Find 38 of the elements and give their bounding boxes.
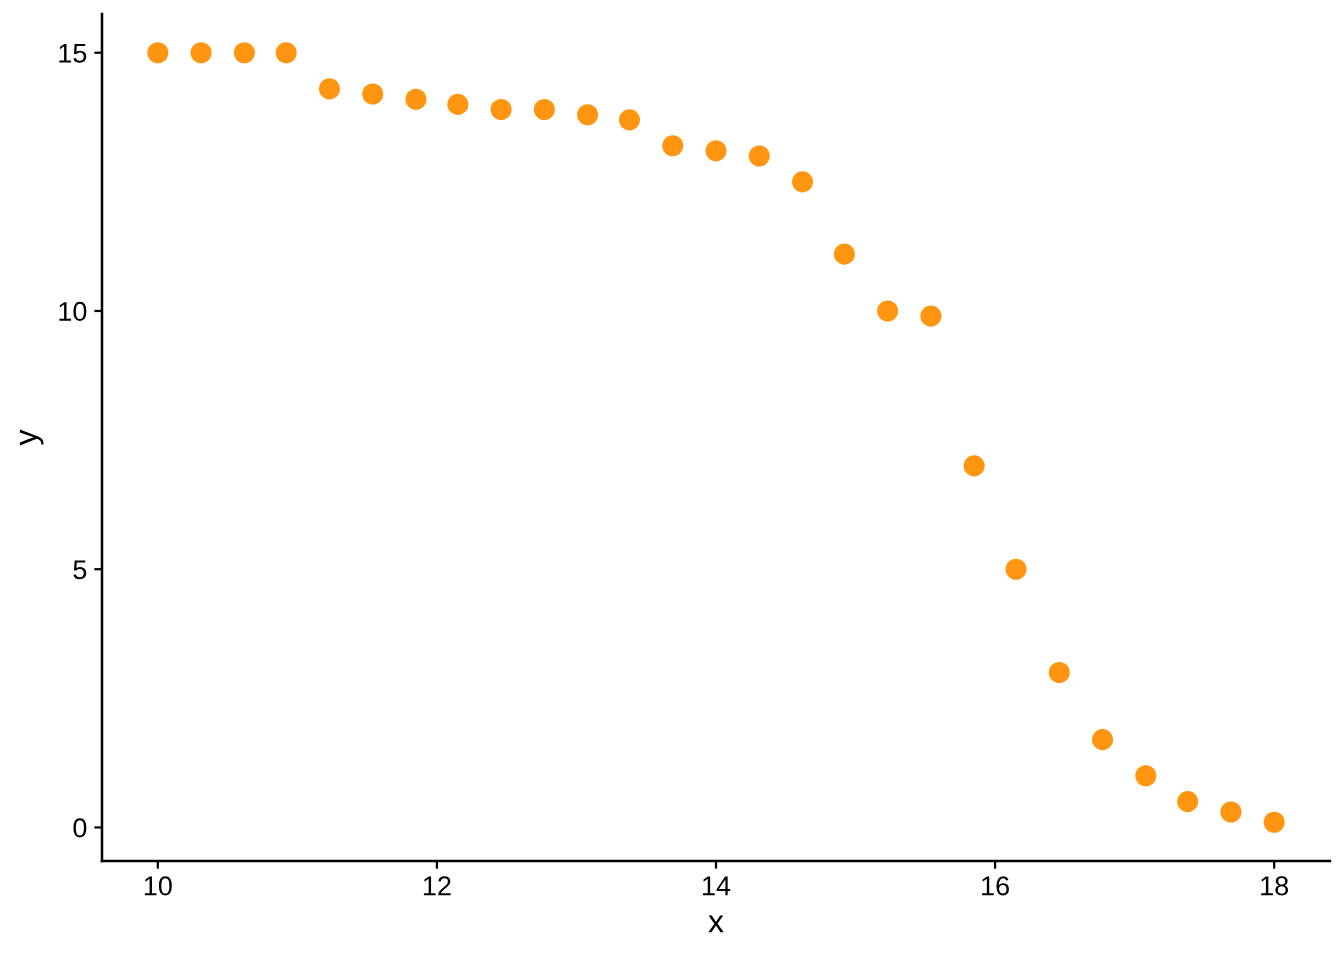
x-axis-title: x <box>708 915 724 933</box>
point <box>190 42 212 64</box>
point <box>833 243 855 265</box>
y-tick-label: 0 <box>73 818 87 838</box>
y-axis-title: y <box>19 429 44 446</box>
y-tick-label: 10 <box>59 301 87 322</box>
point <box>791 171 814 193</box>
point <box>748 145 770 167</box>
point <box>533 99 555 121</box>
point <box>662 135 684 157</box>
x-tick-label: 12 <box>423 876 451 896</box>
point <box>490 99 512 121</box>
point <box>147 42 169 64</box>
point <box>1005 558 1027 580</box>
point <box>705 140 727 162</box>
point <box>1263 811 1285 833</box>
point <box>1220 801 1242 823</box>
y-tick-label: 15 <box>59 43 87 63</box>
point <box>920 305 942 327</box>
point <box>1135 765 1157 787</box>
point <box>275 42 297 64</box>
point <box>1177 791 1199 813</box>
x-tick-label: 18 <box>1261 876 1289 896</box>
point <box>233 42 255 64</box>
point <box>447 93 469 115</box>
point <box>1048 661 1070 684</box>
point <box>362 83 384 105</box>
point <box>877 300 899 322</box>
point <box>618 109 641 131</box>
point <box>1092 729 1114 751</box>
x-tick-label: 10 <box>144 876 172 896</box>
point <box>405 88 427 110</box>
x-tick-label: 14 <box>703 876 731 896</box>
point <box>577 104 599 126</box>
point <box>318 78 340 100</box>
x-tick-label: 16 <box>982 876 1009 896</box>
point <box>963 455 985 477</box>
y-tick-label: 5 <box>73 560 87 580</box>
